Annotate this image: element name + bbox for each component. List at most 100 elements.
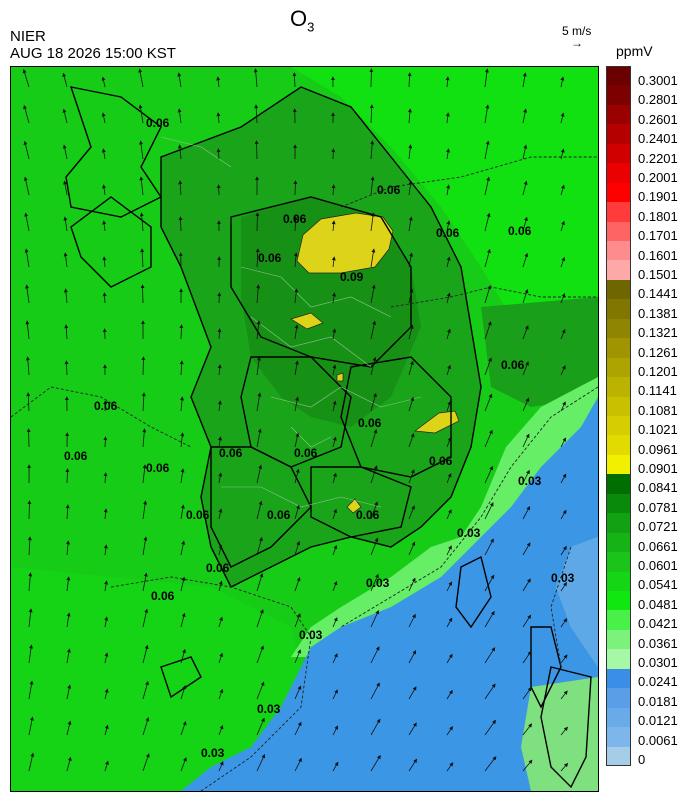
wind-vector-field: [22, 68, 569, 772]
wind-arrow-icon: [522, 252, 529, 268]
wind-arrow-icon: [102, 256, 107, 268]
contour-label: 0.06: [436, 226, 460, 240]
wind-arrow-icon: [446, 473, 452, 484]
wind-arrow-icon: [560, 220, 565, 232]
wind-arrow-icon: [141, 356, 146, 376]
wind-arrow-icon: [180, 504, 185, 520]
wind-arrow-icon: [254, 140, 259, 160]
colorbar-tick-label: 0.2001: [638, 170, 678, 185]
colorbar-segment: [606, 649, 631, 670]
wind-arrow-icon: [66, 612, 71, 628]
contour-label: 0.06: [267, 508, 291, 522]
wind-arrow-icon: [560, 762, 569, 772]
map-title: O3: [290, 6, 315, 35]
wind-arrow-icon: [66, 648, 71, 664]
wind-arrow-icon: [408, 324, 414, 340]
wind-arrow-icon: [256, 645, 264, 664]
wind-arrow-icon: [180, 757, 187, 772]
ozone-map[interactable]: 0.06 0.06 0.06 0.06 0.06 0.06 0.06 0.06 …: [10, 66, 599, 792]
wind-arrow-icon: [332, 364, 337, 376]
wind-arrow-icon: [294, 685, 302, 700]
wind-arrow-icon: [142, 572, 148, 592]
wind-arrow-icon: [522, 687, 532, 700]
contour-label: 0.06: [151, 589, 175, 603]
wind-arrow-icon: [23, 104, 30, 124]
wind-arrow-icon: [103, 436, 108, 448]
wind-arrow-icon: [27, 536, 32, 556]
wind-arrow-icon: [370, 320, 377, 340]
wind-arrow-icon: [294, 288, 299, 304]
wind-arrow-icon: [22, 69, 30, 88]
wind-arrow-icon: [216, 76, 221, 88]
wind-arrow-icon: [66, 684, 72, 700]
wind-arrow-icon: [408, 180, 413, 196]
wind-arrow-icon: [102, 220, 107, 232]
wind-arrow-icon: [484, 140, 490, 160]
wind-arrow-icon: [102, 292, 107, 304]
wind-arrow-icon: [23, 176, 30, 196]
wind-arrow-icon: [25, 320, 30, 340]
wind-arrow-icon: [177, 144, 182, 160]
field-dark-green-east: [481, 297, 598, 407]
wind-arrow-icon: [408, 613, 416, 628]
colorbar-tick-label: 0.0961: [638, 441, 678, 457]
wind-arrow-icon: [180, 468, 185, 484]
wind-arrow-icon: [484, 574, 495, 592]
wind-arrow-icon: [293, 216, 298, 232]
wind-arrow-icon: [484, 756, 497, 772]
colorbar-tick-label: 0.0301: [638, 655, 678, 670]
colorbar-segment: [606, 163, 631, 184]
wind-arrow-icon: [104, 652, 109, 664]
contour-label: 0.06: [377, 183, 401, 197]
colorbar-tick-label: 0.1441: [638, 286, 678, 302]
wind-arrow-icon: [522, 650, 532, 664]
wind-arrow-icon: [142, 608, 149, 628]
wind-arrow-icon: [445, 76, 450, 88]
wind-arrow-icon: [142, 500, 148, 520]
wind-arrow-icon: [63, 288, 68, 304]
colorbar-segment: [606, 416, 631, 436]
wind-arrow-icon: [331, 256, 336, 268]
wind-arrow-icon: [102, 184, 107, 196]
wind-arrow-icon: [216, 112, 221, 124]
colorbar: [606, 66, 631, 767]
colorbar-segment: [606, 202, 631, 223]
wind-arrow-icon: [560, 582, 567, 592]
field-blue-light-east: [556, 537, 598, 667]
wind-arrow-icon: [446, 328, 451, 340]
wind-arrow-icon: [560, 112, 565, 124]
wind-arrow-icon: [370, 140, 375, 160]
province-outline-2: [240, 356, 352, 468]
wind-arrow-icon: [370, 609, 379, 628]
wind-arrow-icon: [138, 104, 144, 124]
colorbar-segment: [606, 241, 631, 261]
wind-reference-arrow-icon: →: [571, 36, 583, 50]
wind-arrow-icon: [522, 289, 529, 304]
wind-arrow-icon: [65, 468, 70, 484]
wind-arrow-icon: [370, 718, 381, 736]
colorbar-segment: [606, 182, 631, 203]
wind-arrow-icon: [560, 473, 567, 484]
wind-arrow-icon: [104, 580, 109, 592]
high-ozone-patch-2: [290, 312, 324, 330]
wind-arrow-icon: [560, 329, 566, 340]
colorbar-tick-label: 0.1701: [638, 228, 678, 244]
colorbar-segment: [606, 299, 631, 320]
colorbar-segment: [606, 591, 631, 611]
wind-arrow-icon: [139, 140, 144, 160]
colorbar-segment: [606, 66, 631, 86]
colorbar-tick-label: 0.1021: [638, 422, 678, 438]
wind-arrow-icon: [332, 544, 338, 556]
wind-arrow-icon: [560, 184, 565, 196]
wind-arrow-icon: [332, 617, 338, 628]
wind-arrow-icon: [218, 688, 224, 700]
wind-arrow-icon: [218, 724, 224, 736]
wind-arrow-icon: [407, 72, 412, 88]
colorbar-segment: [606, 260, 631, 281]
colorbar-segment: [606, 357, 631, 378]
contour-label: 0.06: [64, 449, 88, 463]
wind-arrow-icon: [370, 429, 378, 448]
province-outline-3: [340, 356, 452, 478]
wind-arrow-icon: [101, 148, 106, 160]
wind-arrow-icon: [256, 392, 262, 412]
